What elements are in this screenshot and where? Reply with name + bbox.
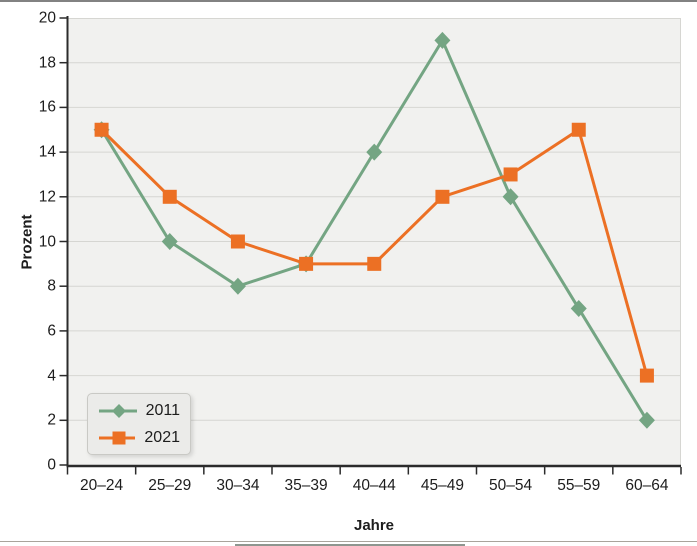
x-axis-title: Jahre bbox=[353, 517, 395, 534]
data-point-2021 bbox=[230, 234, 245, 249]
legend-label: 2011 bbox=[145, 401, 180, 419]
data-point-2021 bbox=[162, 189, 177, 204]
data-point-2011 bbox=[161, 233, 178, 250]
x-tick-label: 25–29 bbox=[148, 477, 192, 494]
x-tick-label: 20–24 bbox=[80, 477, 124, 494]
bottom-border-rule bbox=[0, 541, 697, 542]
y-tick-label: 8 bbox=[47, 277, 56, 295]
legend-item-2011: 2011 bbox=[98, 402, 180, 420]
y-tick-label: 16 bbox=[38, 98, 56, 116]
data-point-2011 bbox=[366, 143, 383, 161]
data-point-2021 bbox=[571, 122, 586, 137]
data-point-2021 bbox=[94, 122, 109, 137]
legend-sample-square bbox=[112, 431, 126, 444]
y-tick-label: 2 bbox=[47, 411, 56, 429]
x-tick-label: 60–64 bbox=[625, 477, 669, 494]
legend-sample-diamond bbox=[112, 403, 126, 418]
x-tick-label: 30–34 bbox=[216, 477, 260, 494]
y-tick-label: 0 bbox=[47, 456, 56, 474]
x-tick-label: 55–59 bbox=[557, 477, 601, 494]
data-point-2011 bbox=[434, 31, 451, 49]
data-point-2011 bbox=[229, 277, 246, 295]
data-point-2021 bbox=[503, 167, 518, 182]
data-point-2021 bbox=[639, 368, 654, 383]
x-tick-label: 35–39 bbox=[284, 477, 328, 494]
x-axis-tick-labels: 20–24 25–29 30–34 35–39 40–44 45–49 50–54 55–59… bbox=[0, 477, 697, 497]
bottom-edge-artifact bbox=[235, 544, 465, 546]
legend-marker-2021 bbox=[99, 431, 136, 444]
data-point-2011 bbox=[502, 188, 519, 206]
legend: 2011 2021 bbox=[87, 393, 191, 455]
data-point-2011 bbox=[638, 411, 655, 429]
y-tick-label: 18 bbox=[38, 54, 56, 72]
legend-items: 2011 2021 bbox=[98, 402, 180, 447]
legend-marker-2011 bbox=[99, 403, 137, 418]
y-axis-tick-labels: 0 2 4 6 8 10 12 14 16 18 20 bbox=[0, 0, 56, 546]
legend-item-2021: 2021 bbox=[98, 429, 180, 447]
data-point-2021 bbox=[435, 189, 450, 204]
data-point-2021 bbox=[367, 256, 382, 271]
x-tick-label: 40–44 bbox=[352, 477, 396, 494]
y-axis-title: Prozent bbox=[18, 214, 36, 270]
x-tick-label: 45–49 bbox=[420, 477, 464, 494]
y-tick-label: 12 bbox=[38, 188, 56, 206]
legend-label: 2021 bbox=[144, 428, 180, 446]
y-tick-label: 14 bbox=[38, 143, 56, 161]
x-tick-label: 50–54 bbox=[489, 477, 533, 494]
y-tick-label: 20 bbox=[38, 9, 56, 27]
top-border-rule bbox=[0, 0, 697, 2]
data-point-2021 bbox=[299, 256, 314, 271]
y-tick-label: 4 bbox=[47, 367, 56, 385]
y-tick-label: 10 bbox=[38, 233, 56, 250]
data-point-2011 bbox=[570, 300, 587, 318]
y-tick-label: 6 bbox=[47, 322, 56, 340]
